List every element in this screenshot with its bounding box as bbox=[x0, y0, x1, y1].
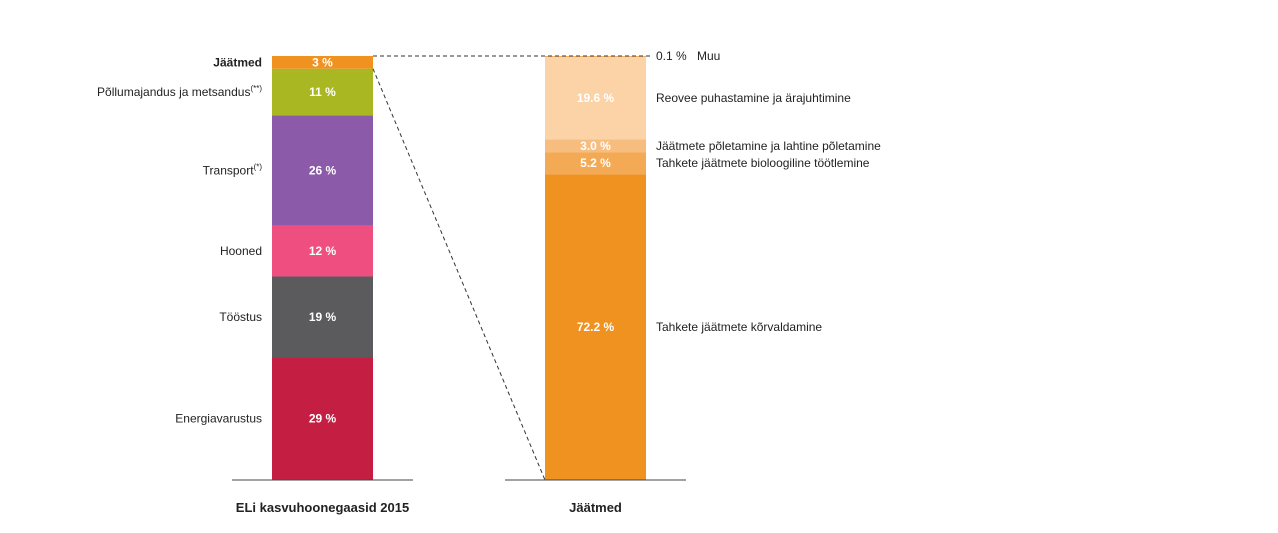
category-label-tahkete-jaatmete-bioloogiline-tootlemine: Tahkete jäätmete bioloogiline töötlemine bbox=[656, 156, 870, 170]
category-label-hooned: Hooned bbox=[220, 244, 262, 258]
data-label-muu: 0.1 % bbox=[656, 49, 687, 63]
bar-segment-muu bbox=[545, 56, 646, 57]
data-label-tahkete-jaatmete-bioloogiline-tootlemine: 5.2 % bbox=[580, 156, 611, 170]
category-label-jaatmed: Jäätmed bbox=[213, 55, 262, 69]
data-label-pollumajandus-ja-metsandus: 11 % bbox=[309, 85, 336, 99]
bar-segment-pollumajandus-ja-metsandus bbox=[272, 68, 373, 116]
category-label-reovee-puhastamine-ja-arajuhtimine: Reovee puhastamine ja ärajuhtimine bbox=[656, 91, 851, 105]
bar-segment-reovee-puhastamine-ja-arajuhtimine bbox=[545, 56, 646, 140]
data-label-hooned: 12 % bbox=[309, 244, 337, 258]
category-label-muu: Muu bbox=[697, 49, 720, 63]
chart-title-left: ELi kasvuhoonegaasid 2015 bbox=[236, 500, 409, 515]
category-label-jaatmete-poletamine-ja-lahtine-poletamine: Jäätmete põletamine ja lahtine põletamin… bbox=[656, 139, 881, 153]
data-label-tahkete-jaatmete-korvaldamine: 72.2 % bbox=[577, 320, 615, 334]
data-label-transport: 26 % bbox=[309, 163, 337, 177]
bar-segment-tahkete-jaatmete-korvaldamine bbox=[545, 174, 646, 480]
data-label-toostus: 19 % bbox=[309, 310, 337, 324]
data-label-jaatmed: 3 % bbox=[312, 55, 333, 69]
category-label-energiavarustus: Energiavarustus bbox=[175, 412, 262, 426]
bar-segment-transport bbox=[272, 115, 373, 226]
category-label-pollumajandus-ja-metsandus: Põllumajandus ja metsandus(**) bbox=[97, 84, 262, 99]
category-label-transport: Transport(*) bbox=[203, 162, 263, 177]
bar-segment-energiavarustus bbox=[272, 357, 373, 480]
bar-segment-toostus bbox=[272, 276, 373, 358]
data-label-jaatmete-poletamine-ja-lahtine-poletamine: 3.0 % bbox=[580, 139, 611, 153]
category-label-toostus: Tööstus bbox=[219, 310, 262, 324]
connector-line-bottom bbox=[372, 68, 546, 481]
bar-segment-hooned bbox=[272, 225, 373, 277]
chart-title-right: Jäätmed bbox=[569, 500, 622, 515]
bar-segment-jaatmete-poletamine-ja-lahtine-poletamine bbox=[545, 139, 646, 153]
data-label-energiavarustus: 29 % bbox=[309, 412, 337, 426]
category-label-tahkete-jaatmete-korvaldamine: Tahkete jäätmete kõrvaldamine bbox=[656, 320, 822, 334]
bar-segment-tahkete-jaatmete-bioloogiline-tootlemine bbox=[545, 152, 646, 175]
bar-segment-jaatmed bbox=[272, 56, 373, 69]
data-label-reovee-puhastamine-ja-arajuhtimine: 19.6 % bbox=[577, 91, 615, 105]
